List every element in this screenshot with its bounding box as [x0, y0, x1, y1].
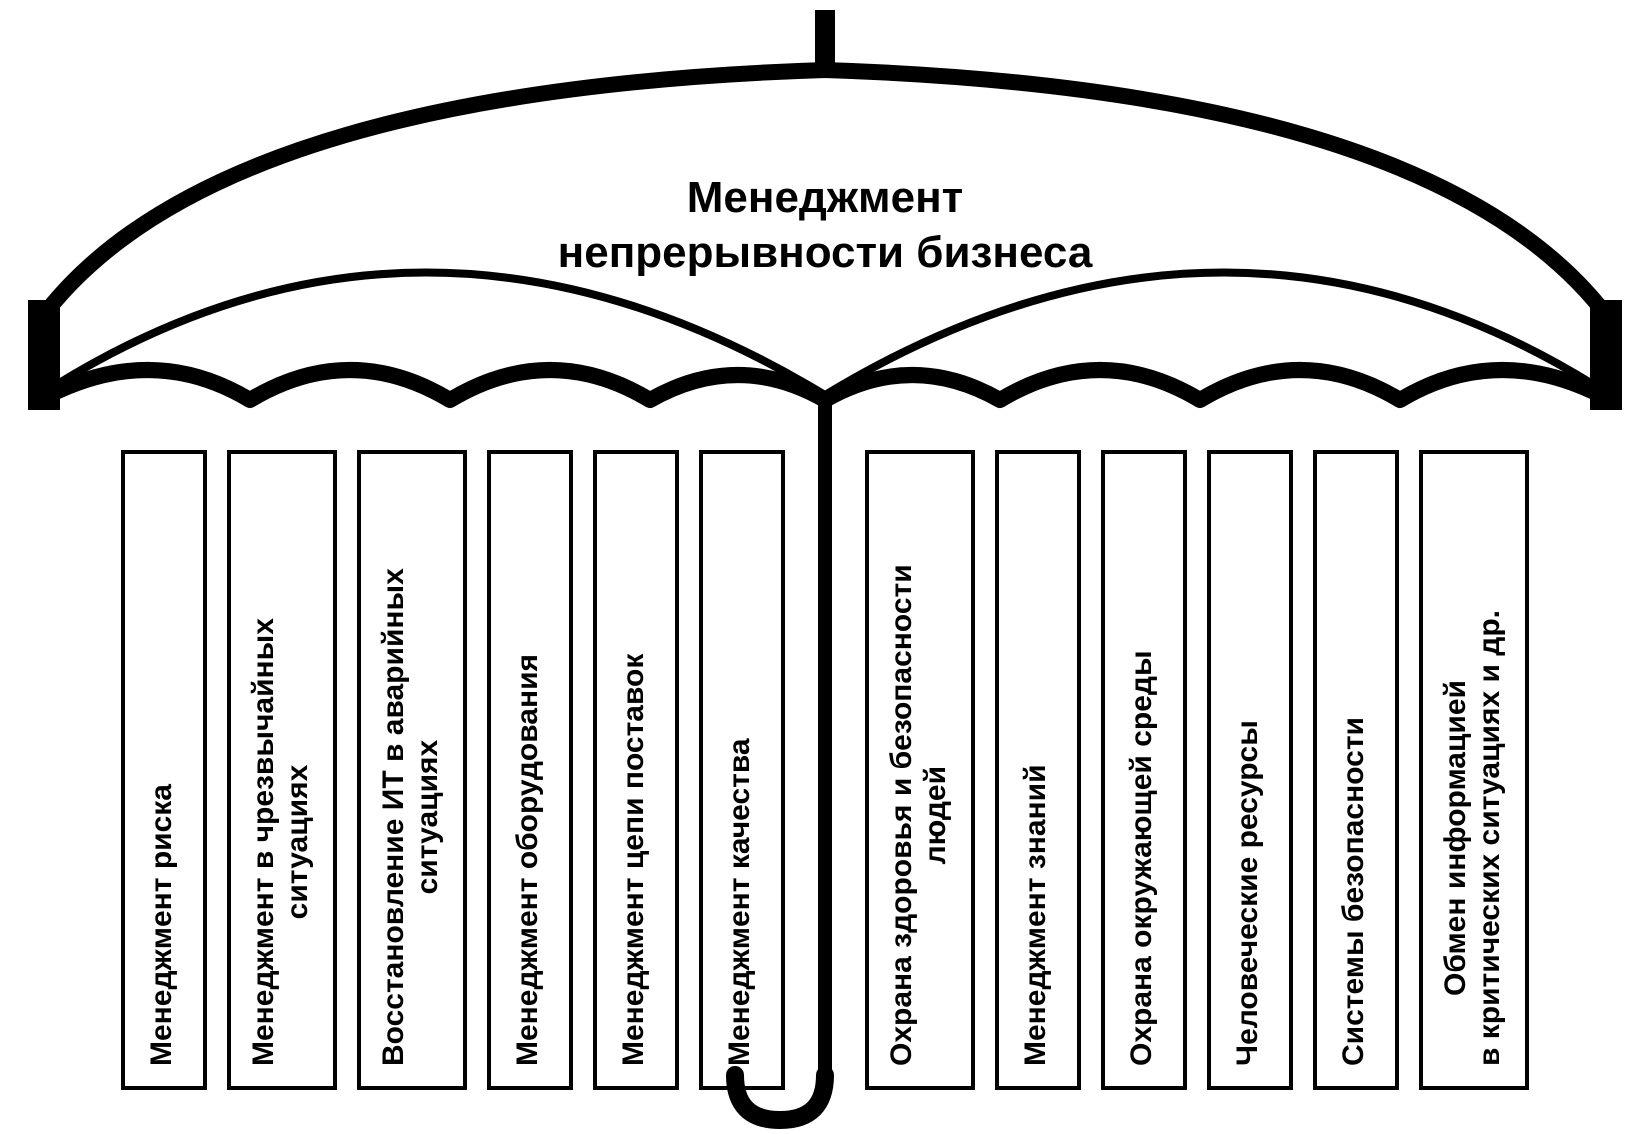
category-box: Менеджмент риска: [121, 450, 207, 1090]
diagram-stage: Менеджмент непрерывности бизнеса Менеджм…: [0, 0, 1650, 1134]
category-label: Восстановление ИТ в аварийных ситуациях: [377, 568, 445, 1066]
category-label: Менеджмент риска: [145, 784, 179, 1066]
category-box: Менеджмент в чрезвычайных ситуациях: [227, 450, 337, 1090]
category-label: Менеджмент оборудования: [511, 654, 545, 1066]
diagram-title: Менеджмент непрерывности бизнеса: [0, 170, 1650, 280]
category-box: Менеджмент цепи поставок: [593, 450, 679, 1090]
category-label: Менеджмент цепи поставок: [617, 654, 651, 1066]
category-label: Менеджмент в чрезвычайных ситуациях: [247, 618, 315, 1066]
category-columns: Менеджмент риска Менеджмент в чрезвычайны…: [0, 450, 1650, 1090]
category-box: Менеджмент качества: [699, 450, 785, 1090]
category-label: Охрана окружающей среды: [1125, 650, 1159, 1066]
category-label: Системы безопасности: [1337, 717, 1371, 1066]
category-box: Менеджмент оборудования: [487, 450, 573, 1090]
category-label: Человеческие ресурсы: [1231, 720, 1265, 1066]
category-box: Человеческие ресурсы: [1207, 450, 1293, 1090]
category-box: Обмен информацией в критических ситуация…: [1419, 450, 1529, 1090]
category-label: Обмен информацией в критических ситуация…: [1439, 610, 1507, 1066]
title-line2: непрерывности бизнеса: [558, 228, 1093, 277]
category-box: Охрана окружающей среды: [1101, 450, 1187, 1090]
category-label: Менеджмент качества: [723, 738, 757, 1066]
category-box: Охрана здоровья и безопасности людей: [865, 450, 975, 1090]
category-box: Менеджмент знаний: [995, 450, 1081, 1090]
category-label: Менеджмент знаний: [1019, 764, 1053, 1066]
category-box: Системы безопасности: [1313, 450, 1399, 1090]
category-label: Охрана здоровья и безопасности людей: [885, 564, 953, 1066]
category-box: Восстановление ИТ в аварийных ситуациях: [357, 450, 467, 1090]
title-line1: Менеджмент: [687, 173, 963, 222]
